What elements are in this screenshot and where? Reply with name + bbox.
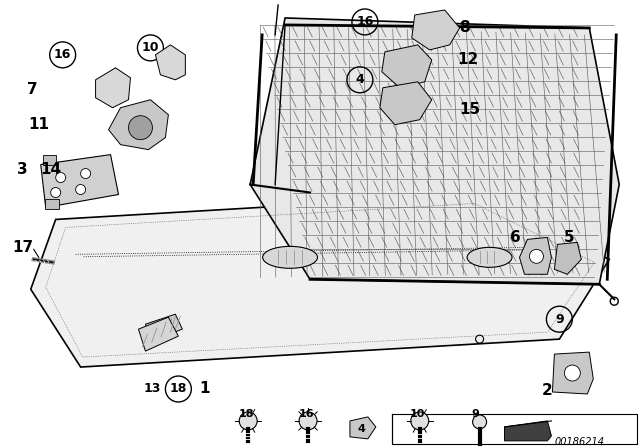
Circle shape: [239, 412, 257, 430]
Text: 13: 13: [144, 383, 161, 396]
Polygon shape: [250, 18, 620, 284]
Text: 10: 10: [141, 41, 159, 54]
Text: 8: 8: [460, 21, 470, 35]
Text: 12: 12: [457, 52, 478, 67]
Circle shape: [56, 172, 66, 182]
Circle shape: [564, 365, 580, 381]
Text: 7: 7: [28, 82, 38, 97]
Ellipse shape: [467, 247, 512, 267]
Polygon shape: [156, 45, 186, 80]
Text: 4: 4: [358, 424, 366, 434]
Polygon shape: [109, 100, 168, 150]
Circle shape: [529, 250, 543, 263]
Text: 9: 9: [472, 409, 479, 419]
Text: 2: 2: [542, 383, 553, 398]
Circle shape: [129, 116, 152, 140]
Text: 18: 18: [170, 383, 187, 396]
Polygon shape: [554, 242, 581, 274]
Text: 18: 18: [239, 409, 254, 419]
Circle shape: [299, 412, 317, 430]
Circle shape: [472, 415, 486, 429]
Circle shape: [411, 412, 429, 430]
Text: 10: 10: [410, 409, 426, 419]
Polygon shape: [145, 314, 182, 341]
Text: 17: 17: [12, 240, 33, 255]
Text: 14: 14: [40, 162, 61, 177]
Polygon shape: [45, 199, 59, 210]
Ellipse shape: [262, 246, 317, 268]
Polygon shape: [43, 155, 56, 164]
Circle shape: [76, 185, 86, 194]
Polygon shape: [552, 352, 593, 394]
Text: 16: 16: [298, 409, 314, 419]
Text: 16: 16: [54, 48, 71, 61]
Polygon shape: [504, 421, 552, 441]
Text: 3: 3: [17, 162, 28, 177]
Polygon shape: [138, 317, 179, 351]
Polygon shape: [95, 68, 131, 108]
Polygon shape: [31, 194, 609, 367]
Circle shape: [51, 188, 61, 198]
Circle shape: [81, 168, 91, 179]
Polygon shape: [382, 45, 432, 88]
Polygon shape: [520, 237, 552, 274]
Text: 9: 9: [555, 313, 564, 326]
Text: 5: 5: [564, 230, 575, 245]
Text: 4: 4: [356, 73, 364, 86]
Polygon shape: [412, 10, 460, 50]
Text: 00186214: 00186214: [554, 437, 604, 447]
Polygon shape: [41, 155, 118, 207]
Text: 11: 11: [28, 117, 49, 132]
Polygon shape: [350, 417, 376, 439]
Polygon shape: [380, 82, 432, 125]
Text: 1: 1: [199, 382, 209, 396]
Text: 16: 16: [356, 15, 374, 28]
Text: 6: 6: [510, 230, 521, 245]
Text: 15: 15: [459, 102, 480, 117]
